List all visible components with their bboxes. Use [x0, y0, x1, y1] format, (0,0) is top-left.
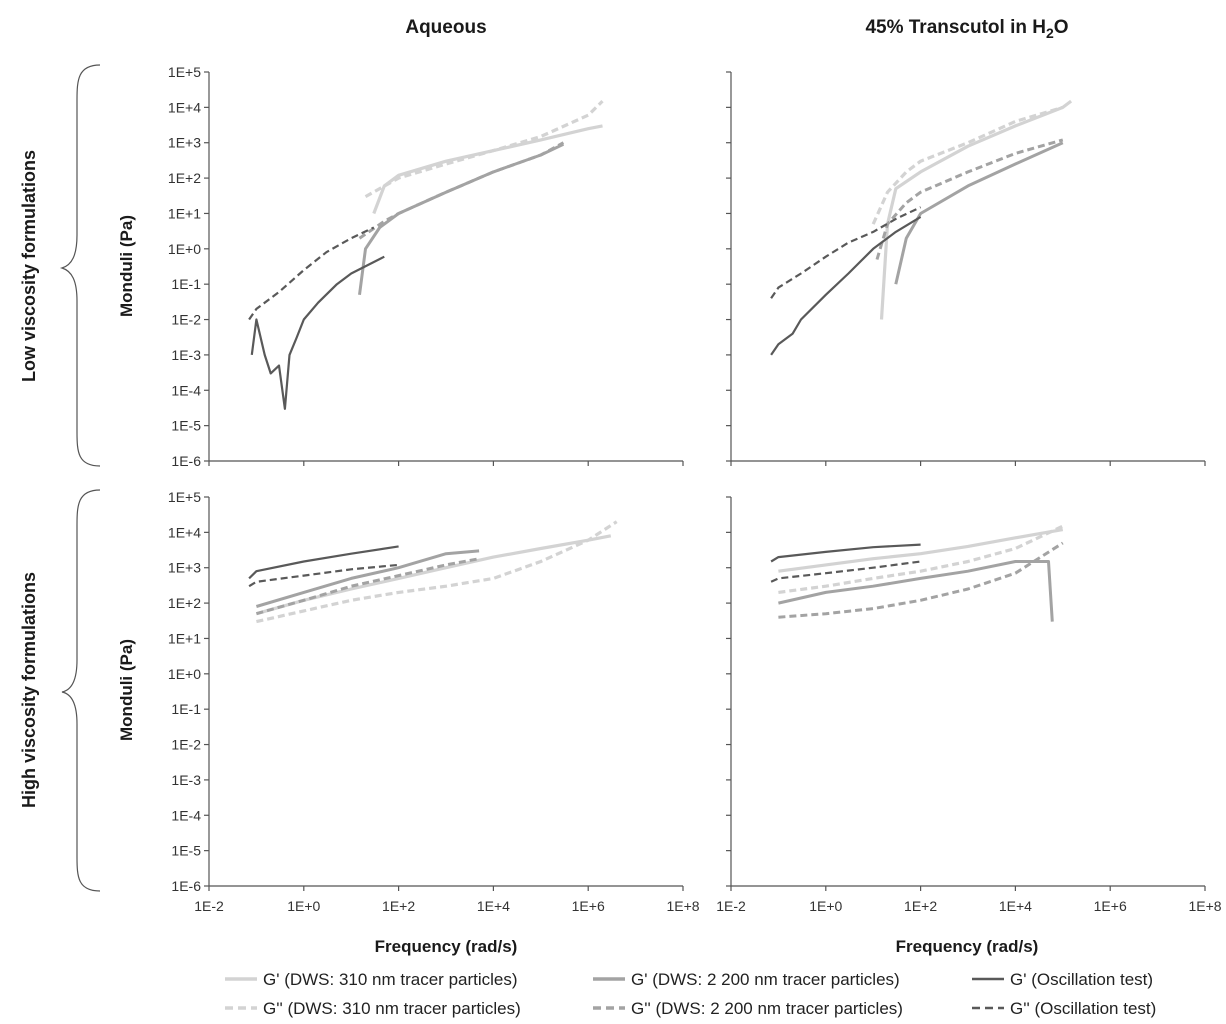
row-label-high-viscosity: High viscosity formulations	[19, 572, 39, 808]
x-axis-label-right: Frequency (rad/s)	[896, 937, 1039, 956]
series-line	[256, 520, 618, 624]
series-line	[770, 206, 922, 299]
y-tick-label: 1E+2	[168, 170, 201, 186]
y-tick-label: 1E+4	[168, 99, 201, 115]
series-line	[894, 141, 1064, 285]
series-line	[879, 99, 1073, 320]
legend-entry-label: G' (DWS: 310 nm tracer particles)	[263, 970, 518, 989]
y-tick-label: 1E-5	[171, 418, 201, 434]
y-tick-label: 1E-3	[171, 772, 201, 788]
y-tick-label: 1E-2	[171, 312, 201, 328]
panel-3: 1E+5 1E+4 1E+3 1E+2 1E+1 1E+0 1E-1 1E-2 1E-3 1E-4…	[168, 489, 700, 914]
y-tick-label: 1E+5	[168, 489, 201, 505]
legend-entry-label: G'' (Oscillation test)	[1010, 999, 1156, 1018]
high-viscosity-brace	[61, 489, 101, 892]
y-tick-label: 1E+0	[168, 666, 201, 682]
low-viscosity-brace	[59, 64, 101, 467]
series-line	[871, 105, 1064, 225]
legend-entry-label: G'' (DWS: 2 200 nm tracer particles)	[631, 999, 903, 1018]
y-tick-label: 1E+2	[168, 595, 201, 611]
x-axis-label-left: Frequency (rad/s)	[375, 937, 518, 956]
y-tick-label: 1E-1	[171, 701, 201, 717]
series-line	[255, 534, 612, 616]
x-tick-label: 1E-2	[716, 898, 746, 914]
series-line	[248, 563, 399, 588]
y-tick-label: 1E-6	[171, 453, 201, 469]
y-tick-label: 1E+5	[168, 64, 201, 80]
x-tick-label: 1E+8	[1188, 898, 1221, 914]
series-line	[255, 557, 480, 616]
y-axis-label-bottom: Monduli (Pa)	[117, 639, 136, 741]
x-tick-label: 1E+6	[1094, 898, 1127, 914]
legend: G' (DWS: 310 nm tracer particles) G' (DWS…	[225, 970, 1156, 1018]
series-line	[372, 124, 603, 215]
series-line	[248, 545, 399, 580]
x-tick-label: 1E+0	[287, 898, 320, 914]
y-tick-label: 1E+1	[168, 205, 201, 221]
series-line	[770, 215, 922, 356]
y-tick-label: 1E+1	[168, 630, 201, 646]
series-line	[358, 141, 565, 240]
y-tick-label: 1E-5	[171, 843, 201, 859]
column-title-aqueous: Aqueous	[405, 17, 486, 38]
x-tick-label: 1E+6	[572, 898, 605, 914]
series-line	[778, 524, 1064, 594]
series-line	[875, 138, 1064, 260]
legend-entry-label: G' (Oscillation test)	[1010, 970, 1153, 989]
y-tick-label: 1E+0	[168, 241, 201, 257]
y-tick-label: 1E-3	[171, 347, 201, 363]
x-tick-label: 1E+2	[904, 898, 937, 914]
panel-4: 1E-2 1E+0 1E+2 1E+4 1E+6 1E+8	[716, 496, 1222, 914]
series-line	[248, 226, 375, 321]
panel-1: 1E+5 1E+4 1E+3 1E+2 1E+1 1E+0 1E-1 1E-2 1E-3 1E-4…	[168, 64, 684, 469]
legend-entry-label: G'' (DWS: 310 nm tracer particles)	[263, 999, 521, 1018]
y-tick-label: 1E-4	[171, 807, 201, 823]
series-line	[778, 541, 1064, 619]
series-line	[770, 560, 921, 583]
x-tick-label: 1E+8	[666, 898, 699, 914]
x-tick-label: 1E+4	[999, 898, 1032, 914]
y-tick-label: 1E-1	[171, 276, 201, 292]
x-tick-label: 1E+2	[382, 898, 415, 914]
series-line	[778, 560, 1054, 622]
series-line	[770, 543, 921, 563]
x-tick-label: 1E-2	[194, 898, 224, 914]
y-tick-label: 1E+4	[168, 524, 201, 540]
row-label-low-viscosity: Low viscosity formulations	[19, 150, 39, 382]
x-tick-label: 1E+0	[809, 898, 842, 914]
y-tick-label: 1E-6	[171, 878, 201, 894]
y-axis-label-top: Monduli (Pa)	[117, 215, 136, 317]
legend-entry-label: G' (DWS: 2 200 nm tracer particles)	[631, 970, 900, 989]
series-line	[255, 549, 480, 608]
series-line	[250, 255, 385, 410]
y-tick-label: 1E-4	[171, 382, 201, 398]
x-tick-label: 1E+4	[477, 898, 510, 914]
series-line	[778, 528, 1064, 573]
column-title-transcutol: 45% Transcutol in H2O	[865, 17, 1068, 41]
series-line	[364, 99, 604, 198]
y-tick-label: 1E+3	[168, 560, 201, 576]
panel-2	[726, 71, 1206, 466]
y-tick-label: 1E-2	[171, 737, 201, 753]
y-tick-label: 1E+3	[168, 135, 201, 151]
